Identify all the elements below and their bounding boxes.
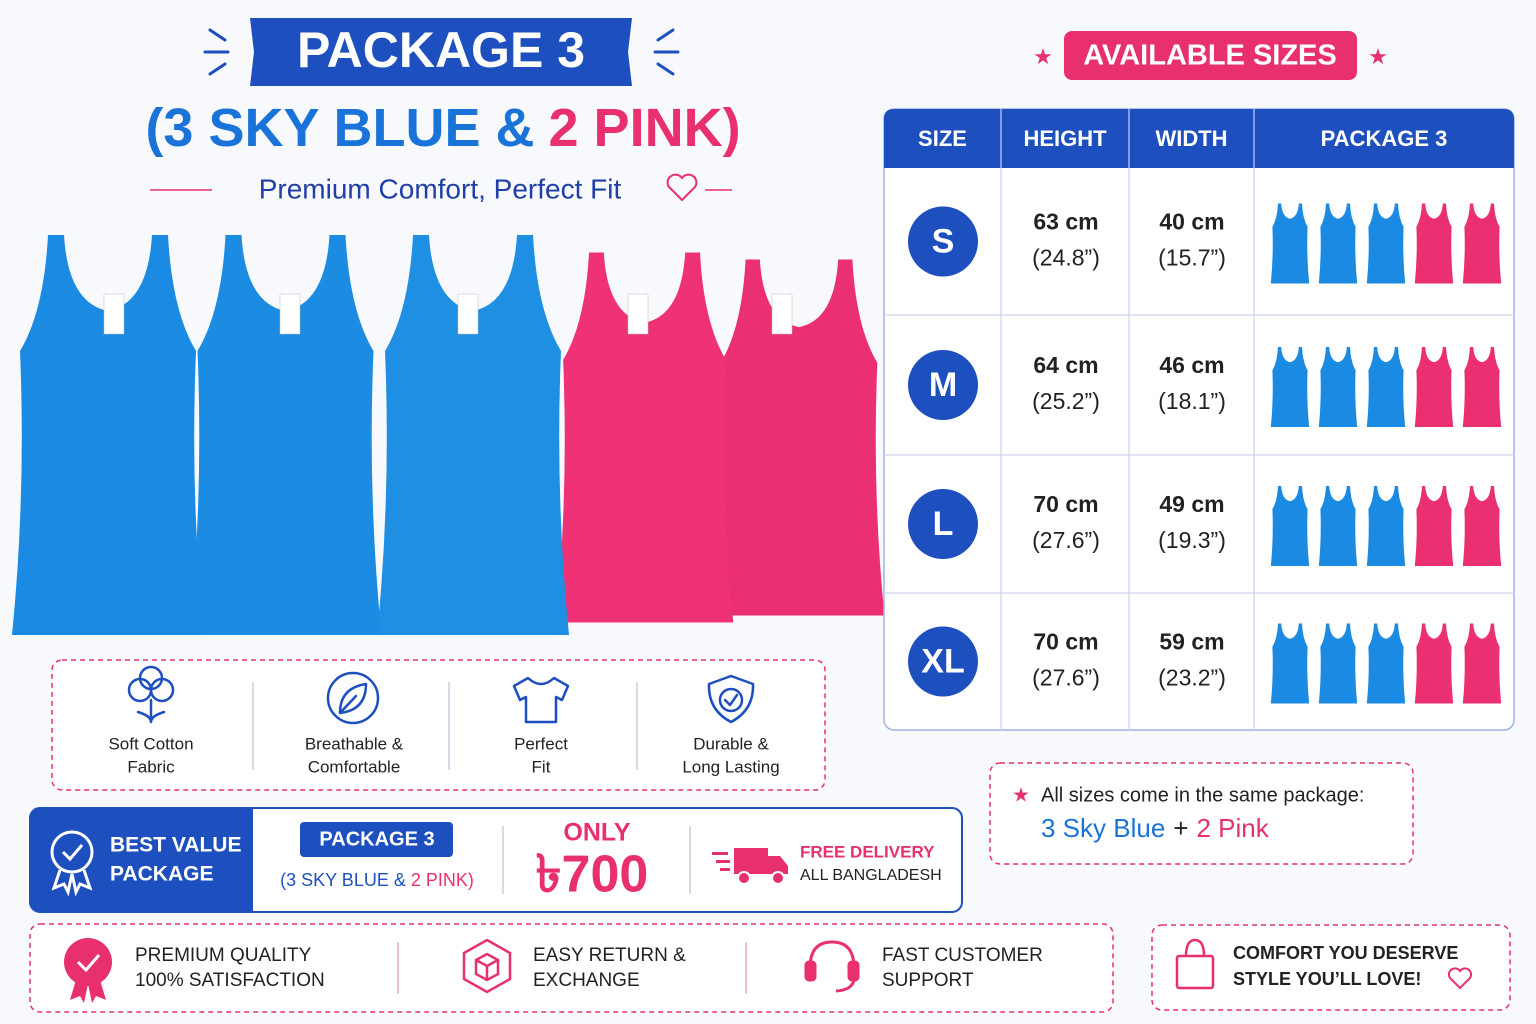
note-colors: 3 Sky Blue +2 Pink bbox=[1041, 813, 1270, 843]
detail-pink: 2 PINK) bbox=[411, 870, 474, 890]
product-photo bbox=[12, 235, 885, 635]
slogan-text: COMFORT YOU DESERVE bbox=[1233, 943, 1458, 963]
sizes-pill bbox=[1064, 31, 1357, 80]
note-box bbox=[989, 762, 1414, 865]
size-badge bbox=[908, 626, 978, 697]
size-value: 70 cm bbox=[1033, 629, 1098, 655]
price: ৳700 bbox=[536, 846, 649, 904]
size-value: (27.6”) bbox=[1032, 527, 1100, 553]
cotton-icon bbox=[127, 665, 175, 724]
feature-labels: Soft Cotton Fabric Breathable & Comfortabl… bbox=[108, 734, 779, 776]
feature-label: Durable & bbox=[693, 734, 769, 753]
shirt-icon bbox=[512, 676, 570, 724]
feature-label: Breathable & bbox=[305, 734, 404, 753]
heart-icon bbox=[1447, 967, 1473, 990]
size-value: (27.6”) bbox=[1032, 665, 1100, 691]
table-heading: WIDTH bbox=[1155, 126, 1227, 151]
star-icon: ★ bbox=[1012, 784, 1030, 806]
title: PACKAGE 3 bbox=[297, 22, 585, 78]
size-badge bbox=[908, 489, 978, 559]
shield-icon bbox=[707, 674, 755, 724]
table-heading: PACKAGE 3 bbox=[1321, 126, 1448, 151]
offer-badge-bg bbox=[30, 808, 253, 912]
note-plus: + bbox=[1173, 813, 1188, 843]
size-value: (23.2”) bbox=[1158, 665, 1226, 691]
feature-label: Long Lasting bbox=[682, 757, 779, 776]
delivery-label: FREE DELIVERY bbox=[800, 842, 935, 861]
size-value: (18.1”) bbox=[1158, 388, 1226, 414]
leaf-icon bbox=[326, 671, 380, 725]
feature-label: Soft Cotton bbox=[108, 734, 193, 753]
subtitle: (3 SKY BLUE & 2 PINK) bbox=[145, 98, 740, 158]
size-label: XL bbox=[921, 642, 964, 680]
quality-icon bbox=[64, 938, 112, 1003]
tagline: Premium Comfort, Perfect Fit bbox=[259, 173, 622, 204]
guarantee-label: FAST CUSTOMER bbox=[882, 945, 1043, 966]
subtitle-blue: (3 SKY BLUE & bbox=[145, 98, 534, 158]
bag-icon bbox=[1175, 938, 1215, 990]
tank-labels bbox=[103, 293, 793, 335]
size-badge bbox=[908, 206, 978, 277]
star-icon: ★ bbox=[1033, 44, 1053, 69]
size-value: (25.2”) bbox=[1032, 388, 1100, 414]
size-badge bbox=[908, 350, 978, 420]
size-label: M bbox=[929, 366, 957, 404]
features-box bbox=[51, 659, 826, 791]
table-heading: HEIGHT bbox=[1023, 126, 1107, 151]
size-value: (15.7”) bbox=[1158, 245, 1226, 271]
title-sparks bbox=[203, 28, 680, 76]
note-blue: 3 Sky Blue bbox=[1041, 813, 1165, 843]
size-value: (19.3”) bbox=[1158, 527, 1226, 553]
size-value: 59 cm bbox=[1159, 629, 1224, 655]
sizes-title: AVAILABLE SIZES bbox=[1083, 40, 1337, 72]
size-value: (24.8”) bbox=[1032, 245, 1100, 271]
size-label: L bbox=[933, 505, 954, 543]
only-label: ONLY bbox=[563, 819, 630, 847]
subtitle-pink: 2 PINK) bbox=[549, 98, 741, 158]
badge-text: PACKAGE bbox=[110, 863, 213, 886]
support-icon bbox=[804, 940, 860, 993]
feature-label: Fabric bbox=[127, 757, 175, 776]
size-value: 70 cm bbox=[1033, 491, 1098, 517]
title-banner bbox=[250, 18, 632, 86]
table-body: SIZE HEIGHT WIDTH PACKAGE 3 S 63 cm (24.8”) 40 … bbox=[884, 109, 1514, 730]
size-label: S bbox=[932, 222, 955, 260]
slogan-box bbox=[1151, 924, 1511, 1011]
slogan-text: STYLE YOU’LL LOVE! bbox=[1233, 969, 1421, 989]
delivery-label: ALL BANGLADESH bbox=[800, 867, 942, 884]
guarantee-labels: PREMIUM QUALITY 100% SATISFACTION EASY RE… bbox=[135, 945, 1043, 991]
guarantee-label: EXCHANGE bbox=[533, 970, 640, 991]
feature-label: Comfortable bbox=[308, 757, 401, 776]
size-value: 63 cm bbox=[1033, 209, 1098, 235]
note-pink: 2 Pink bbox=[1196, 813, 1269, 843]
return-icon bbox=[462, 938, 512, 994]
heart-icon bbox=[666, 173, 698, 202]
size-value: 64 cm bbox=[1033, 352, 1098, 378]
note-text: All sizes come in the same package: bbox=[1041, 784, 1365, 806]
feature-label: Perfect bbox=[514, 734, 568, 753]
badge-icon bbox=[50, 830, 94, 897]
size-value: 40 cm bbox=[1159, 209, 1224, 235]
guarantee-label: EASY RETURN & bbox=[533, 945, 686, 966]
detail-blue: (3 SKY BLUE & bbox=[280, 870, 406, 890]
guarantee-label: PREMIUM QUALITY bbox=[135, 945, 312, 966]
size-value: 46 cm bbox=[1159, 352, 1224, 378]
table-heading: SIZE bbox=[918, 126, 967, 151]
guarantee-label: 100% SATISFACTION bbox=[135, 970, 325, 991]
feature-label: Fit bbox=[532, 757, 551, 776]
package-label: PACKAGE 3 bbox=[319, 828, 434, 850]
table-header bbox=[884, 109, 1514, 168]
badge-text: BEST VALUE bbox=[110, 834, 241, 857]
star-icon: ★ bbox=[1368, 44, 1388, 69]
package-detail: (3 SKY BLUE & 2 PINK) bbox=[280, 870, 474, 890]
guarantee-box bbox=[29, 923, 1114, 1013]
size-value: 49 cm bbox=[1159, 491, 1224, 517]
guarantee-label: SUPPORT bbox=[882, 970, 974, 991]
truck-icon bbox=[712, 848, 788, 885]
package-pill bbox=[300, 822, 453, 857]
